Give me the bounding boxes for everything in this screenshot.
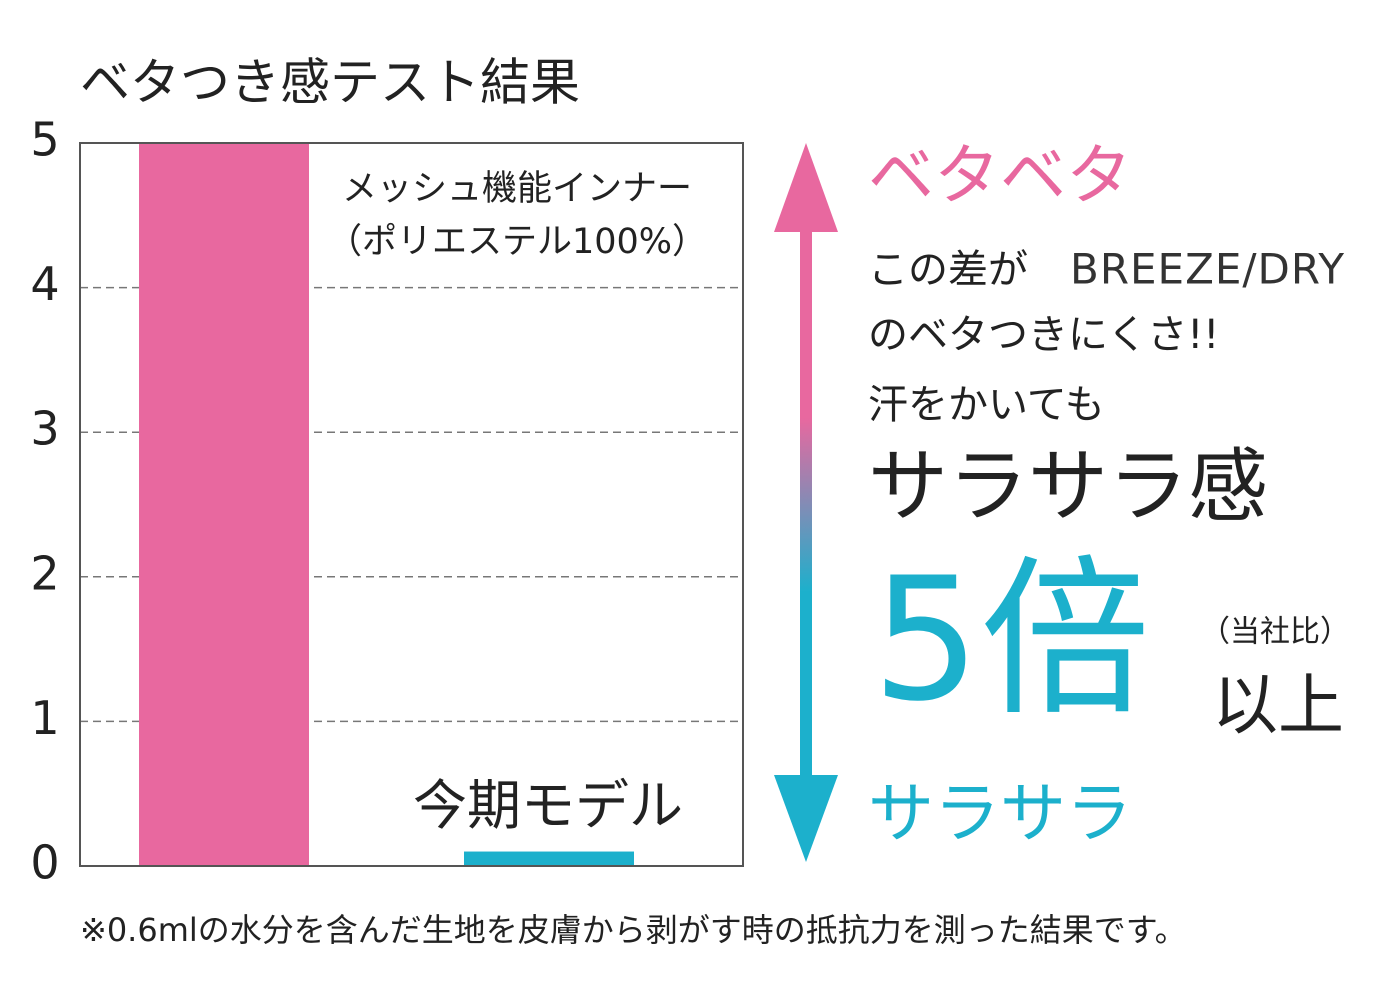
annotation: この差が [868, 247, 1028, 293]
annotation: 汗をかいても [868, 382, 1105, 428]
annotation: （当社比） [1200, 615, 1350, 650]
y-tick-label: 2 [30, 546, 59, 600]
category-label: メッシュ機能インナー （ポリエステル100%） [326, 169, 708, 262]
bar [464, 851, 634, 866]
chart-title: ベタつき感テスト結果 [80, 54, 580, 112]
footnote: ※0.6mlの水分を含んだ生地を皮膚から剥がす時の抵抗力を測った結果です。 [80, 911, 1187, 949]
category-label: 今期モデル [413, 774, 683, 837]
annotation: のベタつきにくさ!! [868, 312, 1219, 358]
brand: BREEZE/DRY [1070, 245, 1345, 294]
plot-frame [79, 142, 744, 867]
bar [139, 143, 309, 866]
annotation: 5倍 [872, 541, 1150, 739]
annotation: ベタベタ [868, 137, 1132, 214]
y-tick-label: 4 [30, 257, 59, 311]
y-tick-label: 5 [30, 113, 59, 167]
annotation: サラサラ [868, 775, 1132, 852]
y-tick-label: 3 [30, 402, 59, 456]
y-tick-label: 0 [30, 836, 59, 890]
annotation: 以上 [1212, 667, 1344, 744]
y-tick-label: 1 [30, 691, 59, 745]
arrow [774, 143, 838, 862]
annotation: サラサラ感 [868, 440, 1268, 533]
